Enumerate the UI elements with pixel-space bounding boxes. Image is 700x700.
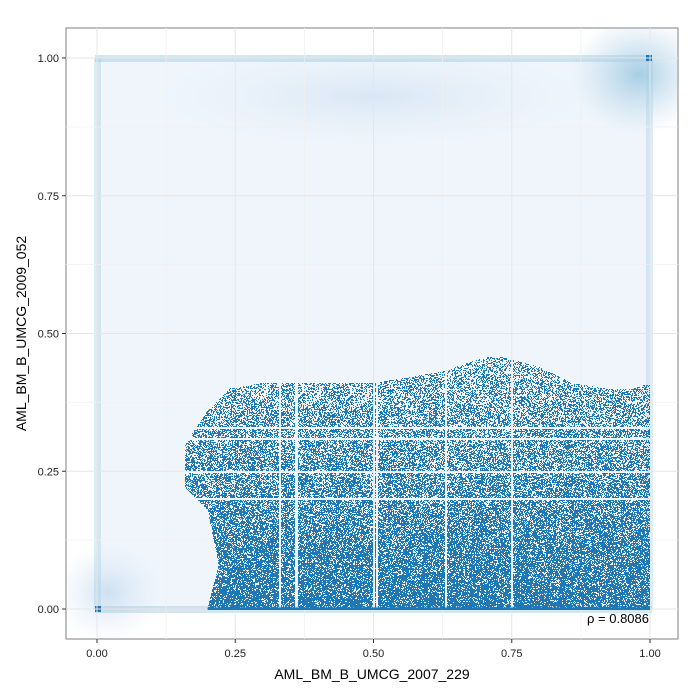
- axes: 0.00 0.25 0.50 0.75 1.00 0.00 0.25 0.50 0.75 1.00: [38, 53, 661, 660]
- x-tick-label: 1.00: [639, 648, 660, 660]
- x-tick-label: 0.25: [225, 648, 246, 660]
- x-axis-title: AML_BM_B_UMCG_2007_229: [274, 666, 470, 682]
- y-tick-label: 0.25: [38, 466, 59, 478]
- y-axis-title: AML_BM_B_UMCG_2009_052: [13, 236, 29, 432]
- correlation-annotation: ρ = 0.8086: [587, 611, 649, 626]
- points-layer: [185, 357, 650, 610]
- scatter-points: [185, 357, 650, 609]
- x-tick-label: 0.00: [86, 648, 107, 660]
- y-tick-label: 0.00: [38, 604, 59, 616]
- y-tick-label: 1.00: [38, 53, 59, 65]
- density-peak-bottom-left: [67, 542, 164, 638]
- scatter-points-baseline: [207, 607, 650, 610]
- grid-lines: [66, 28, 678, 639]
- x-tick-label: 0.50: [363, 648, 384, 660]
- y-tick-label: 0.50: [38, 329, 59, 341]
- y-tick-label: 0.75: [38, 191, 59, 203]
- x-tick-label: 0.75: [501, 648, 522, 660]
